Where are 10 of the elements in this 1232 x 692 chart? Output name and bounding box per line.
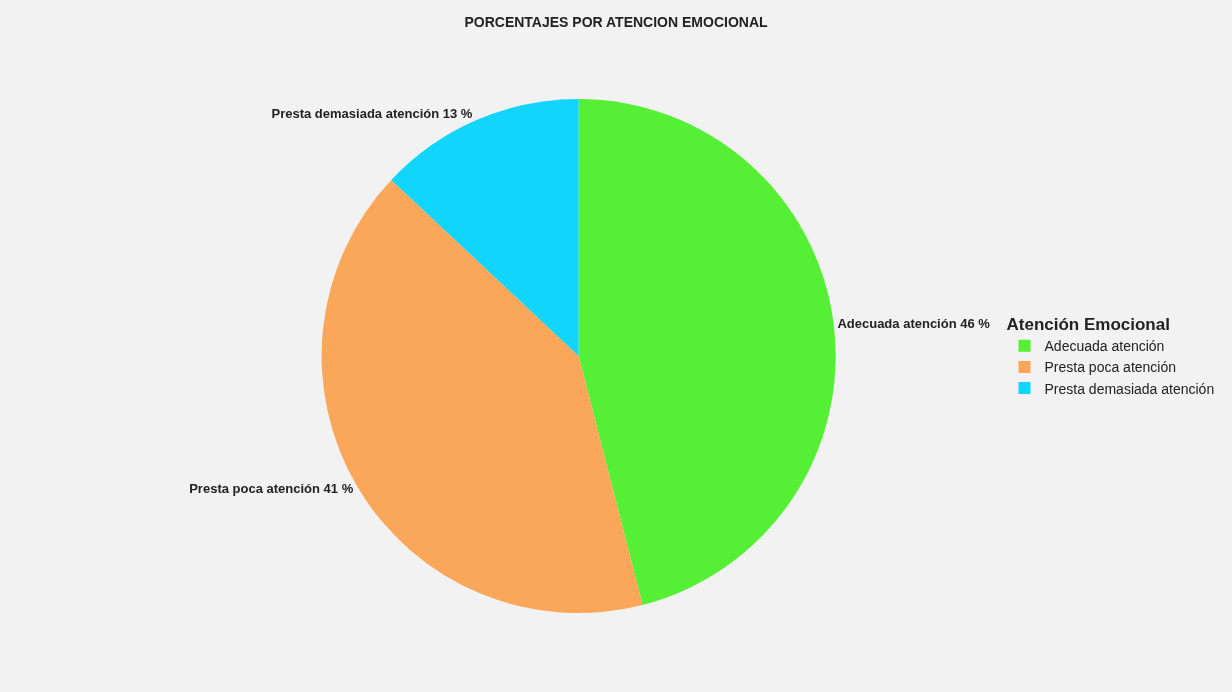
data-label: Presta demasiada atención 13 % [271, 106, 473, 122]
data-label: Adecuada atención 46 % [837, 316, 991, 332]
chart-title: PORCENTAJES POR ATENCION EMOCIONAL [464, 14, 768, 31]
legend-title: Atención Emocional [1006, 315, 1170, 335]
legend-label: Adecuada atención [1044, 338, 1165, 355]
legend-label: Presta demasiada atención [1044, 380, 1215, 397]
pie-slice [578, 98, 836, 605]
pie-slice [321, 180, 643, 614]
legend-label: Presta poca atención [1044, 359, 1177, 376]
data-label: Presta poca atención 41 % [189, 481, 354, 497]
